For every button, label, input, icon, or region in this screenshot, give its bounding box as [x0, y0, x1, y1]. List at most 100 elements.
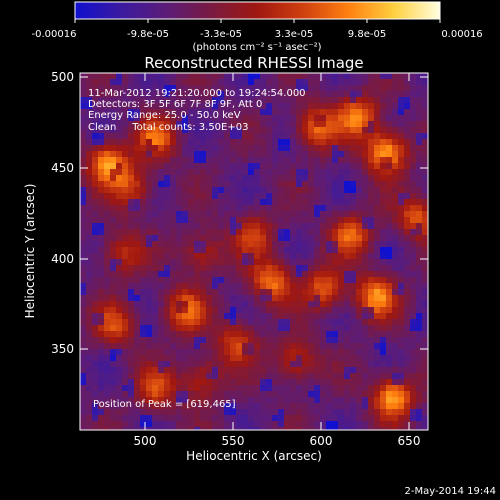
heatmap-cell	[362, 307, 369, 314]
heatmap-cell	[416, 259, 423, 266]
heatmap-cell	[278, 301, 285, 308]
heatmap-cell	[116, 193, 123, 200]
heatmap-cell	[140, 271, 147, 278]
heatmap-cell	[260, 127, 267, 134]
heatmap-cell	[404, 85, 411, 92]
heatmap-cell	[356, 103, 363, 110]
heatmap-cell	[152, 181, 159, 188]
heatmap-cell	[362, 355, 369, 362]
heatmap-cell	[92, 247, 99, 254]
axis-ticks	[80, 73, 428, 430]
heatmap-cell	[86, 145, 93, 152]
heatmap-cell	[218, 151, 225, 158]
heatmap-cell	[392, 385, 399, 392]
heatmap-cell	[140, 265, 147, 272]
heatmap-cell	[272, 247, 279, 254]
y-tick-label: 450	[51, 161, 74, 175]
heatmap-cell	[404, 313, 411, 320]
heatmap-cell	[158, 181, 165, 188]
heatmap-cell	[422, 373, 428, 380]
heatmap-cell	[266, 421, 273, 428]
heatmap-cell	[320, 349, 327, 356]
heatmap-cell	[128, 103, 135, 110]
heatmap-cell	[122, 289, 129, 296]
heatmap-cell	[188, 235, 195, 242]
heatmap-cell	[170, 223, 177, 230]
heatmap-cell	[302, 199, 309, 206]
heatmap-cell	[380, 265, 387, 272]
heatmap-cell	[170, 97, 177, 104]
heatmap-cell	[242, 229, 249, 236]
heatmap-cell	[86, 319, 93, 326]
heatmap-cell	[224, 421, 231, 428]
heatmap-cell	[206, 331, 213, 338]
heatmap-cell	[368, 385, 375, 392]
heatmap-cell	[362, 325, 369, 332]
heatmap-cell	[284, 193, 291, 200]
heatmap-cell	[86, 235, 93, 242]
heatmap-cell	[374, 307, 381, 314]
heatmap-cell	[422, 115, 428, 122]
heatmap-cell	[254, 169, 261, 176]
heatmap-cell	[386, 169, 393, 176]
heatmap-cell	[422, 379, 428, 386]
heatmap-cell	[206, 391, 213, 398]
heatmap-cell	[392, 325, 399, 332]
heatmap-cell	[290, 355, 297, 362]
heatmap-cell	[134, 157, 141, 164]
heatmap-cell	[410, 229, 417, 236]
heatmap-cell	[302, 319, 309, 326]
heatmap-cell	[314, 181, 321, 188]
heatmap-cell	[290, 313, 297, 320]
heatmap-cell	[380, 271, 387, 278]
heatmap-cell	[110, 109, 117, 116]
heatmap-cell	[164, 79, 171, 86]
heatmap-cell	[380, 151, 387, 158]
heatmap-cell	[374, 85, 381, 92]
heatmap-cell	[98, 367, 105, 374]
heatmap-cell	[236, 307, 243, 314]
heatmap-cell	[104, 211, 111, 218]
heatmap-cell	[152, 163, 159, 170]
heatmap-cell	[80, 361, 87, 368]
heatmap-cell	[248, 223, 255, 230]
heatmap-cell	[92, 181, 99, 188]
heatmap-cell	[200, 91, 207, 98]
heatmap-cell	[122, 175, 129, 182]
heatmap-cell	[398, 259, 405, 266]
heatmap-cell	[164, 277, 171, 284]
heatmap-cell	[98, 283, 105, 290]
heatmap-cell	[80, 415, 87, 422]
heatmap-cell	[362, 223, 369, 230]
heatmap-cell	[122, 91, 129, 98]
heatmap-cell	[152, 373, 159, 380]
heatmap-cell	[218, 169, 225, 176]
heatmap-cell	[116, 379, 123, 386]
heatmap-cell	[224, 289, 231, 296]
heatmap-cell	[212, 355, 219, 362]
heatmap-cell	[116, 247, 123, 254]
heatmap-cell	[164, 103, 171, 110]
heatmap-cell	[146, 379, 153, 386]
heatmap-cell	[404, 169, 411, 176]
heatmap-cell	[92, 175, 99, 182]
heatmap-cell	[308, 331, 315, 338]
heatmap-cell	[146, 217, 153, 224]
heatmap-cell	[206, 361, 213, 368]
heatmap-cell	[104, 259, 111, 266]
heatmap-cell	[110, 157, 117, 164]
heatmap-cell	[176, 295, 183, 302]
heatmap-cell	[158, 139, 165, 146]
heatmap-cell	[200, 175, 207, 182]
heatmap-cell	[128, 247, 135, 254]
heatmap-cell	[152, 259, 159, 266]
heatmap-cell	[404, 157, 411, 164]
heatmap-cell	[368, 343, 375, 350]
heatmap-cell	[80, 211, 87, 218]
heatmap-cell	[176, 139, 183, 146]
heatmap-cell	[140, 109, 147, 116]
heatmap-cell	[308, 145, 315, 152]
heatmap-cell	[332, 403, 339, 410]
heatmap-cell	[212, 283, 219, 290]
heatmap-cell	[362, 121, 369, 128]
